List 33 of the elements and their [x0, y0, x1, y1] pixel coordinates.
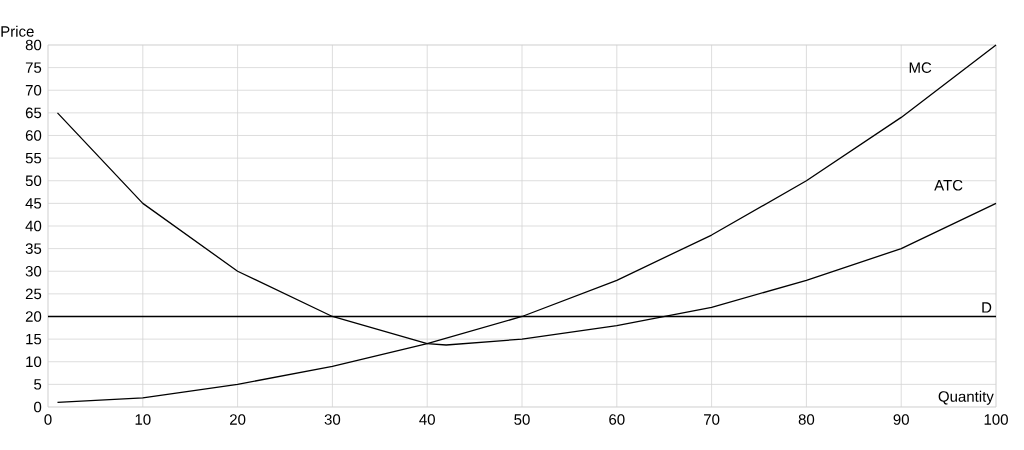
y-tick-label: 0 [34, 401, 42, 413]
y-tick-label: 80 [25, 39, 42, 51]
x-tick-label: 10 [135, 414, 151, 425]
y-tick-label: 55 [25, 152, 42, 164]
x-tick-label: 50 [514, 414, 530, 425]
y-tick-label: 10 [26, 356, 42, 368]
x-tick-label: 80 [798, 414, 815, 425]
series-label: ATC [934, 179, 963, 191]
x-tick-label: 90 [893, 414, 909, 425]
x-tick-label: 30 [324, 414, 341, 425]
y-axis-title: Price [1, 25, 34, 37]
y-tick-label: 30 [25, 265, 42, 277]
y-tick-label: 35 [25, 243, 42, 254]
y-tick-label: 40 [25, 220, 42, 232]
series-label: D [982, 302, 992, 313]
x-tick-label: 60 [609, 414, 625, 425]
y-tick-label: 45 [25, 198, 42, 209]
y-tick-label: 70 [25, 84, 42, 96]
y-tick-label: 20 [25, 311, 42, 322]
y-tick-label: 15 [26, 333, 42, 345]
x-tick-label: 70 [704, 414, 720, 425]
x-axis-title: Quantity [938, 390, 994, 405]
x-tick-label: 40 [419, 414, 435, 425]
y-tick-label: 5 [34, 379, 42, 390]
x-tick-label: 100 [984, 414, 1008, 425]
y-tick-label: 60 [25, 130, 42, 141]
x-tick-label: 20 [230, 414, 246, 425]
y-tick-label: 50 [25, 175, 42, 187]
y-tick-label: 65 [25, 107, 42, 119]
x-tick-label: 0 [44, 414, 52, 425]
y-tick-label: 25 [25, 288, 42, 300]
series-label: MC [909, 62, 932, 73]
y-tick-label: 75 [25, 62, 42, 73]
